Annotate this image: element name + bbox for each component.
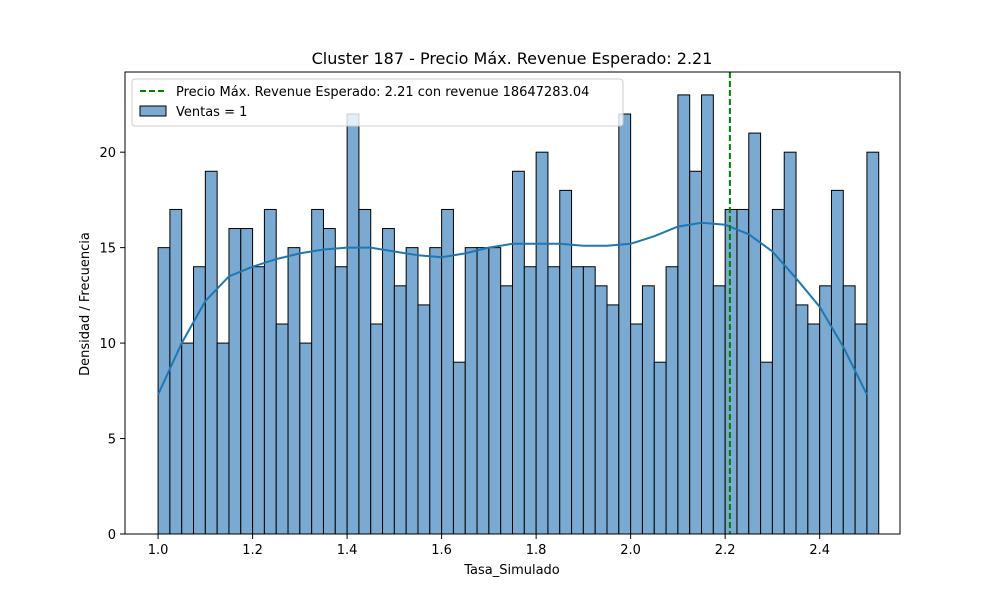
y-tick-label: 10 [99,337,116,352]
histogram-bar [582,266,596,535]
histogram-bar [724,208,738,535]
x-axis-label: Tasa_Simulado [463,563,560,578]
histogram-bar [653,361,667,535]
histogram-bar [193,266,206,535]
y-tick-label: 5 [108,433,116,448]
histogram-bar [252,266,265,535]
histogram-bar [760,361,773,535]
y-tick-label: 15 [99,242,116,257]
histogram-bar [299,342,313,535]
histogram-bar [701,94,714,535]
histogram-bar [641,285,655,535]
histogram-bar [748,132,762,535]
histogram-bar [866,151,880,535]
histogram-bar [606,304,620,535]
histogram-bar [275,323,289,535]
x-tick-label: 2.0 [620,543,641,558]
x-tick-label: 1.2 [242,543,263,558]
histogram-bar [535,151,549,535]
x-tick-label: 1.8 [526,543,547,558]
legend: Precio Máx. Revenue Esperado: 2.21 con r… [131,78,624,127]
histogram-bar [181,342,195,535]
histogram-bar [547,266,561,535]
histogram-bar [807,323,821,535]
histogram-bar [559,189,573,535]
legend-bars-label: Ventas = 1 [176,105,247,120]
histogram-bar [240,228,254,535]
kde-line [157,221,868,396]
y-axis-label: Densidad / Frecuencia [78,232,93,376]
histogram-bar [500,285,513,535]
histogram-bar [429,247,443,535]
histogram-bar [512,170,525,535]
histogram-bar [712,285,726,535]
histogram-bar [346,113,360,535]
histogram-bar [287,247,301,535]
histogram-bar [311,208,324,535]
histogram-bar [677,94,691,535]
histogram-bar [783,151,797,535]
histogram-bar [169,208,183,535]
x-tick-label: 2.2 [715,543,736,558]
histogram-bar [842,285,856,535]
legend-box [131,78,624,127]
histogram-bar [464,247,478,535]
legend-vline-label: Precio Máx. Revenue Esperado: 2.21 con r… [176,85,589,100]
histogram-bar [618,113,632,535]
histogram-bar [795,304,809,535]
histogram-bar [736,208,750,535]
histogram-bar [571,266,584,535]
x-tick-label: 1.0 [148,543,169,558]
legend-bars-swatch [139,105,167,117]
y-tick-label: 20 [99,146,116,161]
kde-group [157,221,868,396]
histogram-bar [854,323,868,535]
histogram-bar [204,170,218,535]
x-tick-label: 1.6 [431,543,452,558]
histogram-bar [370,323,384,535]
x-tick-label: 1.4 [337,543,358,558]
histogram-bar [417,304,431,535]
histogram-bar [630,323,643,535]
chart-title: Cluster 187 - Precio Máx. Revenue Espera… [312,49,713,68]
x-axis: 1.0 1.2 1.4 1.6 1.8 2.0 2.2 2.4 [148,534,830,558]
histogram-bar [263,208,277,535]
histogram-bar [334,266,348,535]
histogram-bar [665,266,679,535]
plot-frame [124,71,901,535]
histogram-bar [523,266,537,535]
histogram-bar [594,285,608,535]
x-tick-label: 2.4 [809,543,830,558]
histogram-bar [476,247,490,535]
histogram-bar [216,342,230,535]
histogram-bar [830,189,844,535]
histogram-bar [488,247,502,535]
y-tick-label: 0 [108,528,116,543]
histogram-bar [393,285,407,535]
histogram-bar [689,170,703,535]
histogram-bar [405,247,419,535]
histogram-bar [452,361,466,535]
histogram-bar [441,208,454,535]
histogram-bar [358,208,372,535]
bars-group [157,94,880,535]
histogram-bar [322,228,336,535]
histogram-bar [382,228,395,535]
y-axis: 0 5 10 15 20 [99,146,125,543]
